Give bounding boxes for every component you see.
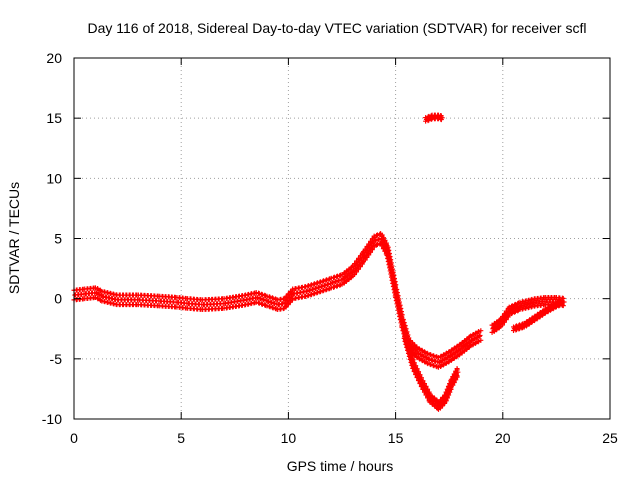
data-point [509, 311, 515, 317]
data-point [512, 301, 518, 307]
x-tick-labels: 0 5 10 15 20 25 [70, 430, 618, 446]
data-point [512, 309, 518, 315]
data-point [376, 236, 382, 242]
data-point [374, 242, 380, 248]
data-point [506, 304, 512, 310]
data-point [559, 298, 565, 304]
x-tick-label: 25 [602, 430, 618, 446]
x-tick-label: 0 [70, 430, 78, 446]
x-tick-label: 5 [177, 430, 185, 446]
y-tick-label: 0 [54, 291, 62, 307]
data-point [374, 232, 380, 238]
data-point [478, 328, 484, 334]
y-tick-label: -10 [42, 411, 62, 427]
data-point [478, 337, 484, 343]
data-point [374, 232, 380, 238]
x-tick-label: 20 [495, 430, 511, 446]
y-tick-label: 15 [46, 110, 62, 126]
data-point [454, 373, 460, 379]
y-tick-label: 10 [46, 170, 62, 186]
data-point [373, 237, 379, 243]
data-point [508, 307, 514, 313]
data-points [71, 112, 567, 412]
y-axis-label: SDTVAR / TECUs [6, 182, 22, 294]
data-point [509, 303, 515, 309]
data-point [454, 366, 460, 372]
y-tick-label: 5 [54, 231, 62, 247]
data-point [371, 233, 377, 239]
data-point [477, 333, 483, 339]
axis-ticks [73, 57, 611, 420]
data-point [560, 295, 566, 301]
data-point [371, 243, 377, 249]
data-point [512, 309, 518, 315]
data-point [506, 311, 512, 317]
data-point [374, 242, 380, 248]
data-point [372, 238, 378, 244]
data-point [511, 306, 517, 312]
x-axis-label: GPS time / hours [287, 458, 394, 474]
grid-lines [74, 58, 610, 419]
data-point [509, 310, 515, 316]
y-tick-label: -5 [50, 351, 63, 367]
chart-title: Day 116 of 2018, Sidereal Day-to-day VTE… [87, 20, 586, 36]
data-point [514, 304, 520, 310]
x-tick-label: 10 [281, 430, 297, 446]
y-tick-labels: -10 -5 0 5 10 15 20 [42, 50, 62, 427]
y-tick-label: 20 [46, 50, 62, 66]
data-point [455, 369, 461, 375]
x-tick-label: 15 [388, 430, 404, 446]
data-point [438, 113, 444, 119]
